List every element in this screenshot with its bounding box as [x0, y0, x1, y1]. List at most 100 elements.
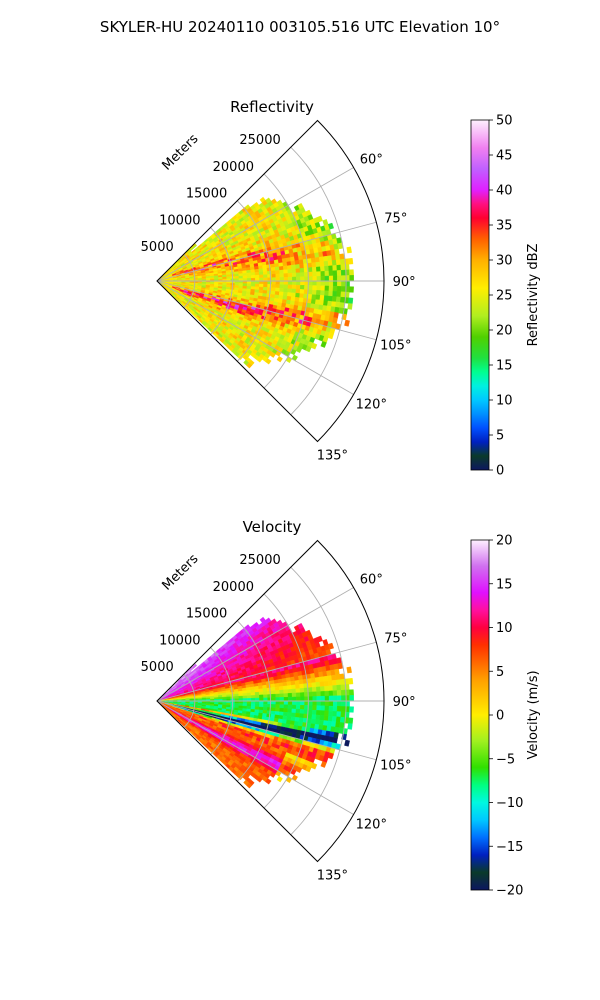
field-cell [275, 270, 281, 275]
field-cell [279, 273, 285, 278]
field-cell [328, 280, 334, 287]
field-cell [271, 693, 277, 698]
field-cell [226, 276, 231, 280]
field-cell [254, 286, 260, 291]
field-cell [267, 280, 273, 285]
field-cell [339, 716, 346, 724]
field-cell [340, 264, 346, 271]
field-cell [300, 280, 305, 286]
field-cell [319, 681, 325, 687]
radial-tick-label: 20000 [213, 580, 254, 595]
field-cell [347, 723, 353, 730]
field-cell [274, 266, 280, 271]
field-cell [320, 341, 327, 348]
field-cell [287, 265, 292, 270]
field-cell [299, 709, 305, 715]
field-cell [299, 713, 305, 719]
field-cell [283, 284, 289, 289]
field-cell [291, 272, 297, 278]
field-cell [279, 697, 285, 702]
field-cell [299, 687, 305, 693]
field-cell [296, 276, 301, 282]
field-cell [340, 706, 346, 713]
field-cell [327, 675, 333, 682]
colorbar-label: Velocity (m/s) [526, 670, 541, 759]
field-cell [282, 261, 288, 267]
field-cell [263, 280, 268, 285]
radial-tick-label: 10000 [159, 213, 200, 228]
field-cell [295, 688, 301, 694]
field-cell [262, 691, 268, 696]
field-cell [337, 280, 342, 287]
field-cell [295, 284, 301, 290]
colorbar-tick-label: 35 [496, 219, 513, 234]
field-cell [296, 280, 301, 286]
field-cell [307, 293, 313, 300]
field-cell [299, 704, 305, 710]
azimuth-tick-label: 120° [356, 818, 387, 833]
colorbar-tick-label: 0 [496, 464, 504, 479]
field-cell [310, 718, 317, 725]
field-cell [271, 270, 276, 275]
field-cell [287, 280, 293, 286]
field-cell [333, 275, 338, 282]
field-cell [334, 668, 340, 676]
field-cell [279, 689, 285, 695]
radial-tick-label: 15000 [186, 607, 227, 622]
field-cell [336, 684, 342, 691]
reflectivity-colorbar: 0 5 10 15 20 25 30 35 40 45 50 Reflectivity dBZ [470, 114, 541, 479]
colorbar-tick-label: 5 [496, 429, 504, 444]
azimuth-tick-label: 135° [317, 868, 348, 883]
colorbar-tick-label: −10 [496, 796, 523, 811]
field-cell [349, 275, 354, 282]
field-cell [315, 714, 321, 721]
field-cell [307, 713, 313, 720]
field-cell [250, 695, 256, 699]
field-cell [254, 703, 260, 708]
field-cell [324, 700, 330, 707]
field-cell [348, 257, 354, 265]
field-cell [238, 273, 244, 277]
field-cell [305, 345, 312, 353]
field-cell [287, 272, 293, 278]
field-cell [271, 707, 276, 712]
field-cell [307, 289, 313, 295]
field-cell [279, 277, 285, 282]
field-cell [340, 684, 346, 691]
field-cell [282, 265, 288, 271]
colorbar-tick-label: 20 [496, 534, 513, 549]
field-cell [339, 296, 346, 304]
field-cell [275, 700, 281, 705]
field-cell [320, 266, 326, 272]
field-cell [336, 690, 342, 697]
field-cell [333, 695, 338, 702]
field-cell [328, 270, 334, 277]
field-cell [279, 700, 285, 705]
field-cell [307, 262, 313, 269]
field-cell [296, 700, 301, 706]
field-cell [308, 691, 313, 697]
field-cell [347, 303, 353, 310]
field-cell [238, 283, 244, 287]
field-cell [282, 291, 288, 297]
field-cell [293, 255, 300, 262]
field-cell [328, 290, 334, 297]
field-cell [242, 283, 248, 287]
field-cell [315, 710, 321, 716]
field-cell [348, 677, 354, 685]
field-cell [287, 712, 292, 717]
azimuth-tick-label: 60° [360, 572, 383, 587]
field-cell [307, 709, 313, 715]
field-cell [332, 290, 338, 297]
field-cell [320, 695, 326, 702]
field-cell [328, 285, 334, 292]
field-cell [300, 696, 305, 702]
field-cell [318, 256, 325, 263]
field-cell [214, 277, 219, 280]
field-cell [282, 681, 288, 687]
field-cell [267, 277, 273, 282]
field-cell [315, 290, 321, 296]
field-cell [266, 267, 272, 272]
field-cell [319, 295, 325, 301]
field-cell [291, 264, 297, 270]
